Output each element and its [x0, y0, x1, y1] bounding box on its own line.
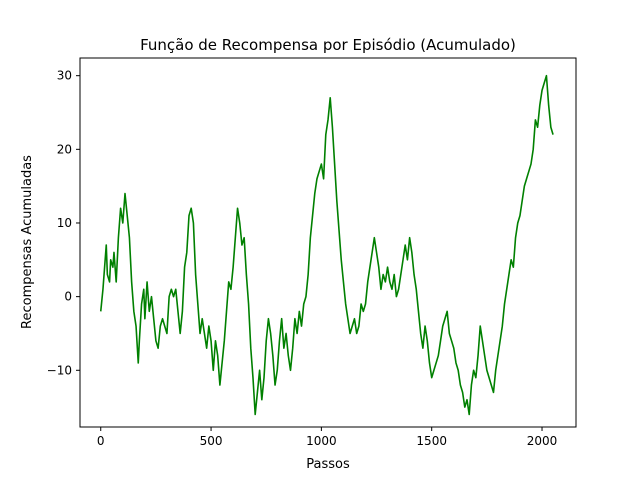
- y-tick-label: 10: [57, 216, 72, 230]
- x-tick-label: 500: [200, 434, 223, 448]
- x-tick-label: 1000: [306, 434, 337, 448]
- x-tick-label: 2000: [527, 434, 558, 448]
- chart-title: Função de Recompensa por Episódio (Acumu…: [140, 36, 516, 54]
- x-axis-ticks: 0 500 1000 1500 2000: [97, 427, 557, 448]
- y-axis-ticks: −10 0 10 20 30: [47, 69, 80, 377]
- x-tick-label: 1500: [416, 434, 447, 448]
- y-tick-label: −10: [47, 363, 72, 377]
- x-tick-label: 0: [97, 434, 105, 448]
- series-line-0: [99, 74, 554, 416]
- y-tick-label: 30: [57, 69, 72, 83]
- y-tick-label: 20: [57, 142, 72, 156]
- plot-area-frame: [79, 57, 577, 428]
- x-axis-label: Passos: [306, 457, 350, 472]
- y-axis-label: Recompensas Acumuladas: [20, 155, 35, 329]
- y-tick-label: 0: [64, 290, 72, 304]
- series-layer: [99, 74, 554, 416]
